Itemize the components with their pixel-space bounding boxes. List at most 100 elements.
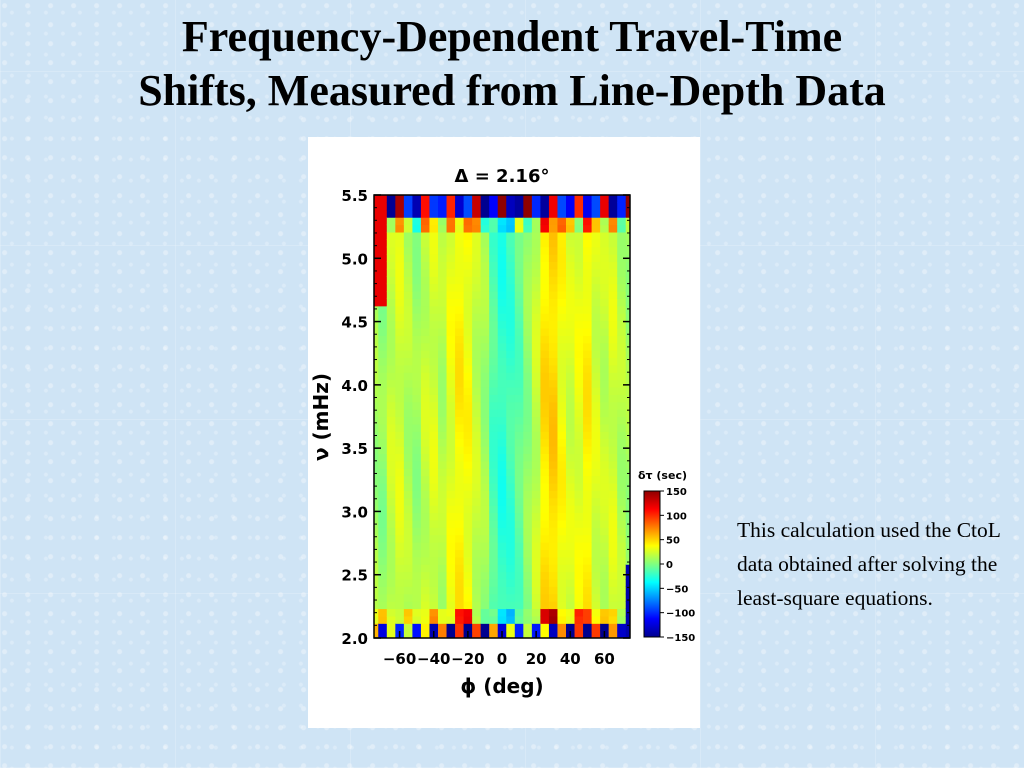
heatmap-cell — [497, 519, 507, 528]
heatmap-cell — [489, 564, 499, 573]
heatmap-cell — [420, 527, 431, 536]
heatmap-cell — [463, 601, 473, 610]
heatmap-cell — [583, 527, 593, 536]
heatmap-cell — [497, 357, 507, 366]
heatmap-cell — [429, 217, 439, 226]
heatmap-cell — [412, 497, 422, 506]
heatmap-cell — [506, 350, 516, 359]
heatmap-cell — [514, 394, 524, 403]
heatmap-cell — [412, 386, 422, 395]
heatmap-cell — [420, 519, 431, 528]
heatmap-cell — [480, 608, 490, 617]
heatmap-cell — [531, 394, 541, 403]
heatmap-cell — [608, 482, 618, 491]
heatmap-cell — [506, 438, 516, 447]
heatmap-cell — [438, 601, 448, 610]
heatmap-cell — [455, 608, 465, 617]
heatmap-cell — [378, 268, 388, 277]
heatmap-cell — [523, 298, 533, 307]
heatmap-cell — [608, 527, 618, 536]
heatmap-cell — [514, 217, 524, 226]
heatmap-cell — [540, 409, 550, 418]
heatmap-cell — [374, 217, 379, 226]
heatmap-cell — [420, 438, 431, 447]
heatmap-cell — [480, 578, 490, 587]
heatmap-cell — [374, 564, 379, 573]
heatmap-cell — [378, 475, 388, 484]
heatmap-cell — [531, 246, 541, 255]
heatmap-cell — [600, 401, 610, 410]
heatmap-cell — [514, 261, 524, 270]
heatmap-cell — [472, 431, 482, 440]
heatmap-cell — [378, 608, 388, 617]
heatmap-cell — [531, 298, 541, 307]
heatmap-cell — [540, 490, 550, 499]
heatmap-cell — [438, 364, 448, 373]
heatmap-cell — [403, 217, 413, 226]
heatmap-cell — [617, 327, 627, 336]
heatmap-cell — [608, 608, 618, 617]
heatmap-cell — [386, 497, 396, 506]
heatmap-cell — [514, 239, 524, 248]
heatmap-cell — [472, 586, 482, 595]
heatmap-cell — [497, 475, 507, 484]
heatmap-cell — [429, 246, 439, 255]
heatmap-cell — [480, 556, 490, 565]
y-tick-label: 2.0 — [341, 630, 368, 648]
heatmap-cell — [374, 320, 379, 329]
heatmap-cell — [617, 202, 627, 211]
heatmap-cell — [574, 261, 584, 270]
heatmap-cell — [591, 527, 601, 536]
heatmap-cell — [374, 209, 379, 218]
heatmap-cell — [463, 224, 473, 233]
heatmap-cell — [446, 409, 456, 418]
heatmap-cell — [531, 276, 541, 285]
heatmap-cell — [557, 601, 567, 610]
heatmap-cell — [480, 527, 490, 536]
heatmap-cell — [600, 615, 610, 624]
heatmap-cell — [583, 446, 593, 455]
heatmap-cell — [574, 298, 584, 307]
heatmap-cell — [374, 468, 379, 477]
heatmap-cell — [600, 261, 610, 270]
heatmap-cell — [574, 630, 584, 638]
heatmap-cell — [531, 534, 541, 543]
heatmap-cell — [557, 401, 567, 410]
heatmap-cell — [480, 231, 490, 240]
heatmap-cell — [472, 261, 482, 270]
heatmap-cell — [489, 202, 499, 211]
heatmap-cell — [480, 564, 490, 573]
heatmap-cell — [548, 505, 559, 514]
heatmap-cell — [446, 268, 456, 277]
heatmap-cell — [583, 431, 593, 440]
heatmap-cell — [566, 261, 576, 270]
heatmap-cell — [625, 276, 630, 285]
heatmap-cell — [463, 468, 473, 477]
heatmap-cell — [583, 549, 593, 558]
heatmap-cell — [608, 195, 618, 203]
heatmap-cell — [600, 209, 610, 218]
heatmap-cell — [374, 305, 379, 314]
heatmap-cell — [455, 246, 465, 255]
heatmap-cell — [429, 254, 439, 263]
heatmap-cell — [463, 512, 473, 521]
heatmap-cell — [523, 335, 533, 344]
heatmap-cell — [540, 327, 550, 336]
heatmap-cell — [480, 335, 490, 344]
heatmap-cell — [497, 379, 507, 388]
heatmap-cell — [386, 231, 396, 240]
heatmap-cell — [446, 578, 456, 587]
heatmap-cell — [566, 305, 576, 314]
heatmap-cell — [420, 586, 431, 595]
heatmap-cell — [378, 446, 388, 455]
heatmap-cell — [548, 357, 559, 366]
heatmap-cell — [446, 623, 456, 632]
heatmap-cell — [480, 401, 490, 410]
heatmap-cell — [608, 512, 618, 521]
heatmap-cell — [446, 276, 456, 285]
heatmap-cell — [540, 320, 550, 329]
x-tick-label: 60 — [594, 650, 615, 668]
heatmap-cell — [395, 416, 405, 425]
heatmap-cell — [378, 549, 388, 558]
heatmap-cell — [625, 202, 630, 211]
